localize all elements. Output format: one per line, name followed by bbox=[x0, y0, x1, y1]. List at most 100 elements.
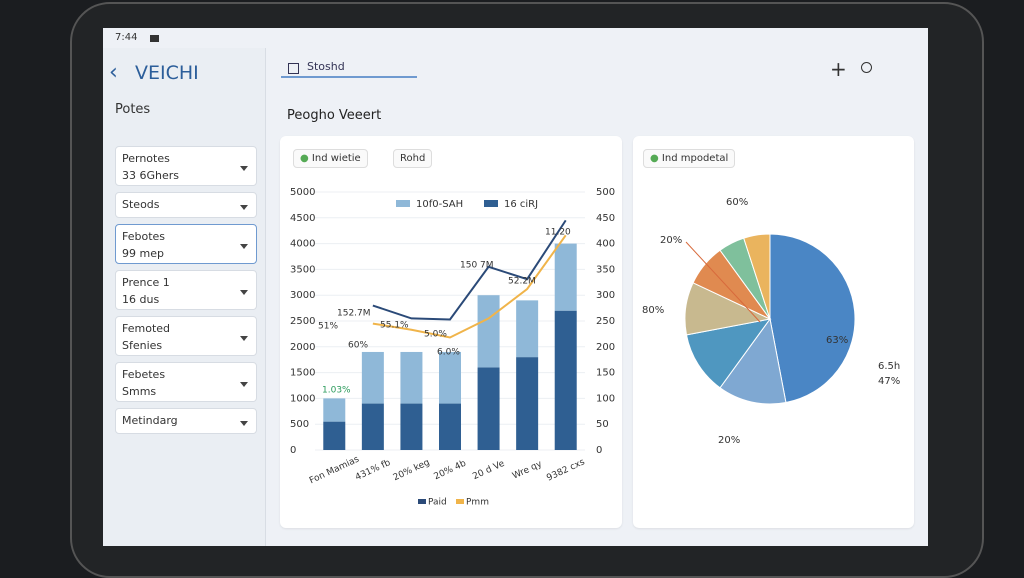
pie-slice bbox=[719, 317, 787, 405]
bar bbox=[361, 351, 384, 404]
x-tick-label: 9382 cxs bbox=[545, 457, 586, 483]
search-button[interactable] bbox=[861, 62, 872, 73]
data-label: 51% bbox=[318, 322, 338, 332]
bar bbox=[477, 367, 500, 450]
legend-swatch bbox=[396, 200, 410, 207]
sidebar-item[interactable]: Pernotes 33 6Ghers bbox=[115, 146, 257, 186]
sidebar-item[interactable]: Prence 1 16 dus bbox=[115, 270, 257, 310]
y-tick-label: 3500 bbox=[290, 264, 315, 275]
leader-line bbox=[685, 241, 761, 323]
x-tick-label: Wre qy bbox=[511, 459, 544, 482]
data-label: 52.2M bbox=[508, 277, 536, 287]
bar bbox=[554, 310, 577, 450]
y2-tick-label: 150 bbox=[596, 368, 615, 379]
search-field[interactable]: Stoshd bbox=[281, 56, 417, 78]
item-value: Smms bbox=[122, 385, 157, 398]
pie-label: 80% bbox=[642, 305, 664, 316]
y2-tick-label: 250 bbox=[596, 316, 615, 327]
item-value: 33 6Ghers bbox=[122, 169, 180, 182]
item-label: Steods bbox=[122, 198, 160, 211]
y2-tick-label: 50 bbox=[596, 419, 609, 430]
item-label: Femoted bbox=[122, 322, 171, 335]
bar bbox=[439, 403, 461, 450]
dot: ● bbox=[300, 153, 309, 164]
pie-label: 63% bbox=[826, 335, 848, 346]
sidebar-item[interactable]: Febetes Smms bbox=[115, 362, 257, 402]
y-tick-label: 5000 bbox=[290, 187, 315, 198]
bar bbox=[554, 243, 577, 311]
y-tick-label: 1000 bbox=[290, 393, 315, 404]
caret bbox=[240, 421, 248, 426]
caret bbox=[240, 166, 248, 171]
data-label: 150 7M bbox=[460, 261, 494, 271]
y-tick-label: 3000 bbox=[290, 290, 315, 301]
y-tick-label: 500 bbox=[290, 419, 309, 430]
y2-tick-label: 0 bbox=[596, 445, 602, 456]
pie-label: 20% bbox=[660, 235, 682, 246]
data-label: 11.20 bbox=[545, 228, 571, 238]
bar bbox=[516, 357, 539, 450]
legend-label: Pmm bbox=[466, 498, 489, 508]
item-label: Pernotes bbox=[122, 152, 170, 165]
x-tick-label: 20 d Ve bbox=[471, 459, 506, 483]
data-label: 6.0% bbox=[437, 348, 460, 358]
sidebar-heading: Potes bbox=[115, 102, 151, 117]
sidebar-item[interactable]: Febotes 99 mep bbox=[115, 224, 257, 264]
legend-label: 10f0-SAH bbox=[416, 199, 463, 210]
item-value: 16 dus bbox=[122, 293, 160, 306]
filter-button[interactable]: Rohd bbox=[393, 149, 433, 168]
legend-swatch bbox=[418, 499, 426, 504]
caret bbox=[240, 290, 248, 295]
legend-swatch bbox=[456, 499, 464, 504]
filter-chip[interactable]: ● Ind wietie bbox=[293, 149, 368, 168]
legend-label: 16 ciRJ bbox=[504, 199, 538, 210]
data-label: 152.7M bbox=[337, 309, 371, 319]
caret bbox=[240, 382, 248, 387]
bar bbox=[323, 421, 346, 450]
bar bbox=[361, 403, 384, 450]
data-label: 55.1% bbox=[380, 321, 409, 331]
sidebar: ‹ VEICHI Potes Pernotes 33 6Ghers Steods Fe… bbox=[103, 48, 266, 546]
filter-label: Ind wietie bbox=[311, 153, 361, 164]
status-icon bbox=[150, 35, 159, 42]
sidebar-item[interactable]: Femoted Sfenies bbox=[115, 316, 257, 356]
data-label: 5.0% bbox=[424, 330, 447, 340]
bar bbox=[323, 398, 346, 422]
y-tick-label: 4000 bbox=[290, 239, 315, 250]
bar bbox=[400, 351, 423, 404]
sidebar-item[interactable]: Metindarg bbox=[115, 408, 257, 434]
y2-tick-label: 300 bbox=[596, 290, 615, 301]
sidebar-item[interactable]: Steods bbox=[115, 192, 257, 218]
screen: 7:44 ‹ VEICHI Potes Pernotes 33 6Ghers Ste… bbox=[103, 28, 928, 546]
y-tick-label: 2000 bbox=[290, 342, 315, 353]
line bbox=[372, 219, 567, 321]
y-tick-label: 4500 bbox=[290, 213, 315, 224]
back-button[interactable]: ‹ bbox=[109, 60, 118, 85]
y2-tick-label: 350 bbox=[596, 264, 615, 275]
item-label: Febotes bbox=[122, 230, 166, 243]
y2-tick-label: 100 bbox=[596, 393, 615, 404]
y-tick-label: 2500 bbox=[290, 316, 315, 327]
bar bbox=[477, 295, 500, 368]
item-label: Prence 1 bbox=[122, 276, 170, 289]
legend-label: Paid bbox=[428, 498, 447, 508]
line bbox=[372, 234, 567, 339]
data-label: 1.03% bbox=[322, 386, 351, 396]
pie-label: 6.5h bbox=[878, 361, 900, 372]
y2-tick-label: 200 bbox=[596, 342, 615, 353]
caret bbox=[240, 205, 248, 210]
bar bbox=[516, 300, 539, 358]
section-title: Peogho Veeert bbox=[287, 108, 382, 123]
pie-filter-chip[interactable]: ● Ind mpodetal bbox=[643, 149, 736, 168]
app-title: VEICHI bbox=[135, 62, 199, 84]
filter-label: Ind mpodetal bbox=[661, 153, 729, 164]
bar bbox=[400, 403, 423, 450]
pie-slice bbox=[743, 233, 771, 320]
data-label: 60% bbox=[348, 341, 368, 351]
y2-tick-label: 400 bbox=[596, 239, 615, 250]
x-tick-label: 20% 4b bbox=[433, 459, 469, 483]
x-tick-label: Fon Mamias bbox=[308, 454, 361, 486]
add-button[interactable]: + bbox=[830, 57, 847, 81]
